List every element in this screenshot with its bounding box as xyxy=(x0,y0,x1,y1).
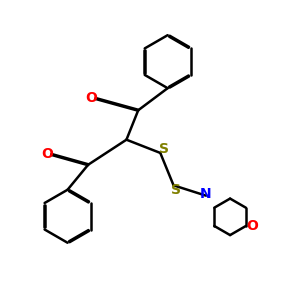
Text: O: O xyxy=(41,147,53,161)
Text: O: O xyxy=(246,219,258,233)
Text: S: S xyxy=(159,142,169,156)
Text: O: O xyxy=(85,92,97,106)
Text: N: N xyxy=(200,187,212,201)
Text: S: S xyxy=(172,183,182,197)
